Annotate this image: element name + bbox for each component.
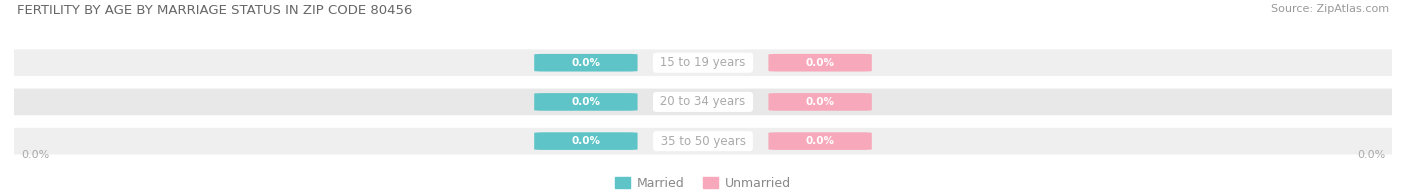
Text: Source: ZipAtlas.com: Source: ZipAtlas.com: [1271, 4, 1389, 14]
FancyBboxPatch shape: [534, 132, 637, 150]
Text: 0.0%: 0.0%: [806, 136, 835, 146]
Text: 20 to 34 years: 20 to 34 years: [657, 95, 749, 108]
FancyBboxPatch shape: [534, 93, 637, 111]
FancyBboxPatch shape: [769, 132, 872, 150]
Text: 0.0%: 0.0%: [571, 58, 600, 68]
Text: 0.0%: 0.0%: [1357, 150, 1385, 160]
Text: 0.0%: 0.0%: [806, 97, 835, 107]
FancyBboxPatch shape: [7, 49, 1399, 76]
Text: 0.0%: 0.0%: [21, 150, 49, 160]
Text: FERTILITY BY AGE BY MARRIAGE STATUS IN ZIP CODE 80456: FERTILITY BY AGE BY MARRIAGE STATUS IN Z…: [17, 4, 412, 17]
Legend: Married, Unmarried: Married, Unmarried: [616, 177, 790, 190]
Text: 0.0%: 0.0%: [571, 136, 600, 146]
Text: 35 to 50 years: 35 to 50 years: [657, 135, 749, 148]
FancyBboxPatch shape: [769, 54, 872, 72]
Text: 0.0%: 0.0%: [806, 58, 835, 68]
Text: 0.0%: 0.0%: [571, 97, 600, 107]
Text: 15 to 19 years: 15 to 19 years: [657, 56, 749, 69]
FancyBboxPatch shape: [7, 89, 1399, 115]
FancyBboxPatch shape: [769, 93, 872, 111]
FancyBboxPatch shape: [534, 54, 637, 72]
FancyBboxPatch shape: [7, 128, 1399, 154]
